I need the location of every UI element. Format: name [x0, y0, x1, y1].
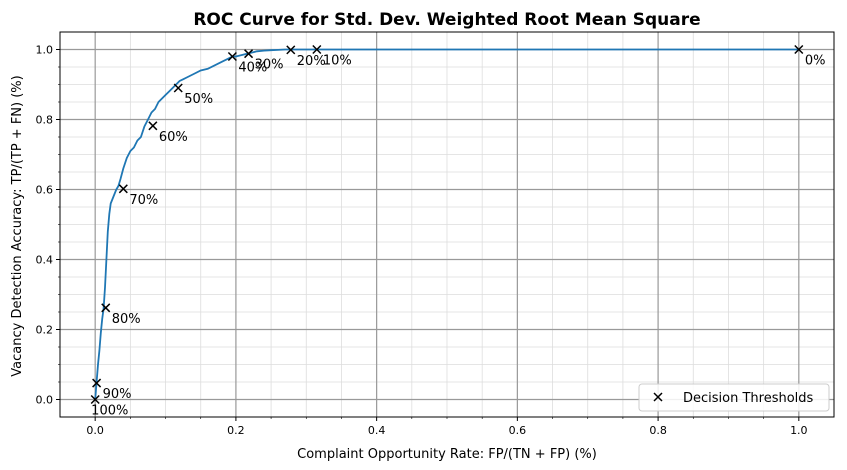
threshold-label: 70%: [129, 193, 158, 208]
y-axis-label: Vacancy Detection Accuracy: TP/(TP + FN)…: [10, 75, 25, 376]
y-tick-label: 0.0: [36, 394, 54, 407]
threshold-marker-stroke: [227, 51, 237, 62]
threshold-marker-stroke: [148, 121, 158, 131]
threshold-marker: [101, 303, 111, 313]
legend-box: [638, 383, 830, 412]
threshold-label: 20%: [297, 54, 326, 69]
threshold-label: 60%: [159, 130, 188, 145]
x-tick-label: 0.2: [227, 424, 245, 437]
chart-title: ROC Curve for Std. Dev. Weighted Root Me…: [193, 10, 700, 30]
threshold-marker-stroke: [173, 83, 183, 93]
threshold-marker-stroke: [244, 49, 254, 59]
threshold-marker-stroke: [101, 303, 111, 313]
threshold-marker: [227, 51, 237, 62]
threshold-marker-stroke: [92, 378, 102, 388]
legend-marker-icon: [653, 392, 663, 402]
threshold-marker: [286, 45, 296, 55]
threshold-label: 40%: [238, 61, 267, 76]
x-tick-label: 0.8: [649, 424, 667, 437]
threshold-marker-stroke: [118, 184, 128, 194]
threshold-label: 100%: [91, 404, 128, 419]
y-tick-label: 0.8: [36, 114, 54, 127]
x-tick-label: 0.6: [509, 424, 527, 437]
legend-label: Decision Thresholds: [683, 391, 814, 406]
threshold-marker: [244, 49, 254, 59]
threshold-label: 30%: [255, 58, 284, 73]
threshold-label: 0%: [805, 54, 826, 69]
axis-ticks: 0.0 0.2 0.4 0.6 0.8 1.0 0.0 0.2 0.4 0.6 0.8 1.0: [36, 44, 808, 438]
x-tick-label: 0.4: [368, 424, 386, 437]
threshold-marker-stroke: [312, 44, 322, 55]
threshold-marker: [90, 394, 100, 405]
roc-curve-layer: [94, 48, 799, 400]
roc-curve-line: [94, 48, 799, 400]
threshold-markers: 100% 90% 80% 70% 60% 50% 40%30% 20%10% 0%: [90, 44, 826, 419]
threshold-marker: [118, 184, 128, 194]
y-tick-label: 0.4: [36, 254, 54, 267]
y-tick-label: 0.6: [36, 184, 54, 197]
y-tick-label: 1.0: [36, 44, 54, 57]
threshold-marker: [148, 121, 158, 131]
legend: Decision Thresholds: [638, 383, 830, 412]
threshold-marker-stroke: [90, 394, 100, 405]
threshold-marker: [312, 44, 322, 55]
threshold-label: 50%: [184, 92, 213, 107]
x-axis-label: Complaint Opportunity Rate: FP/(TN + FP)…: [297, 447, 597, 462]
y-tick-label: 0.2: [36, 324, 54, 337]
threshold-marker: [173, 83, 183, 93]
threshold-marker: [92, 378, 102, 388]
threshold-label: 80%: [112, 312, 141, 327]
threshold-label: 90%: [103, 387, 132, 402]
threshold-marker: [794, 44, 804, 55]
x-tick-label: 1.0: [790, 424, 808, 437]
threshold-label: 10%: [323, 54, 352, 69]
grid: [60, 32, 834, 417]
threshold-marker-stroke: [286, 45, 296, 55]
threshold-marker-stroke: [794, 44, 804, 55]
x-tick-label: 0.0: [86, 424, 104, 437]
